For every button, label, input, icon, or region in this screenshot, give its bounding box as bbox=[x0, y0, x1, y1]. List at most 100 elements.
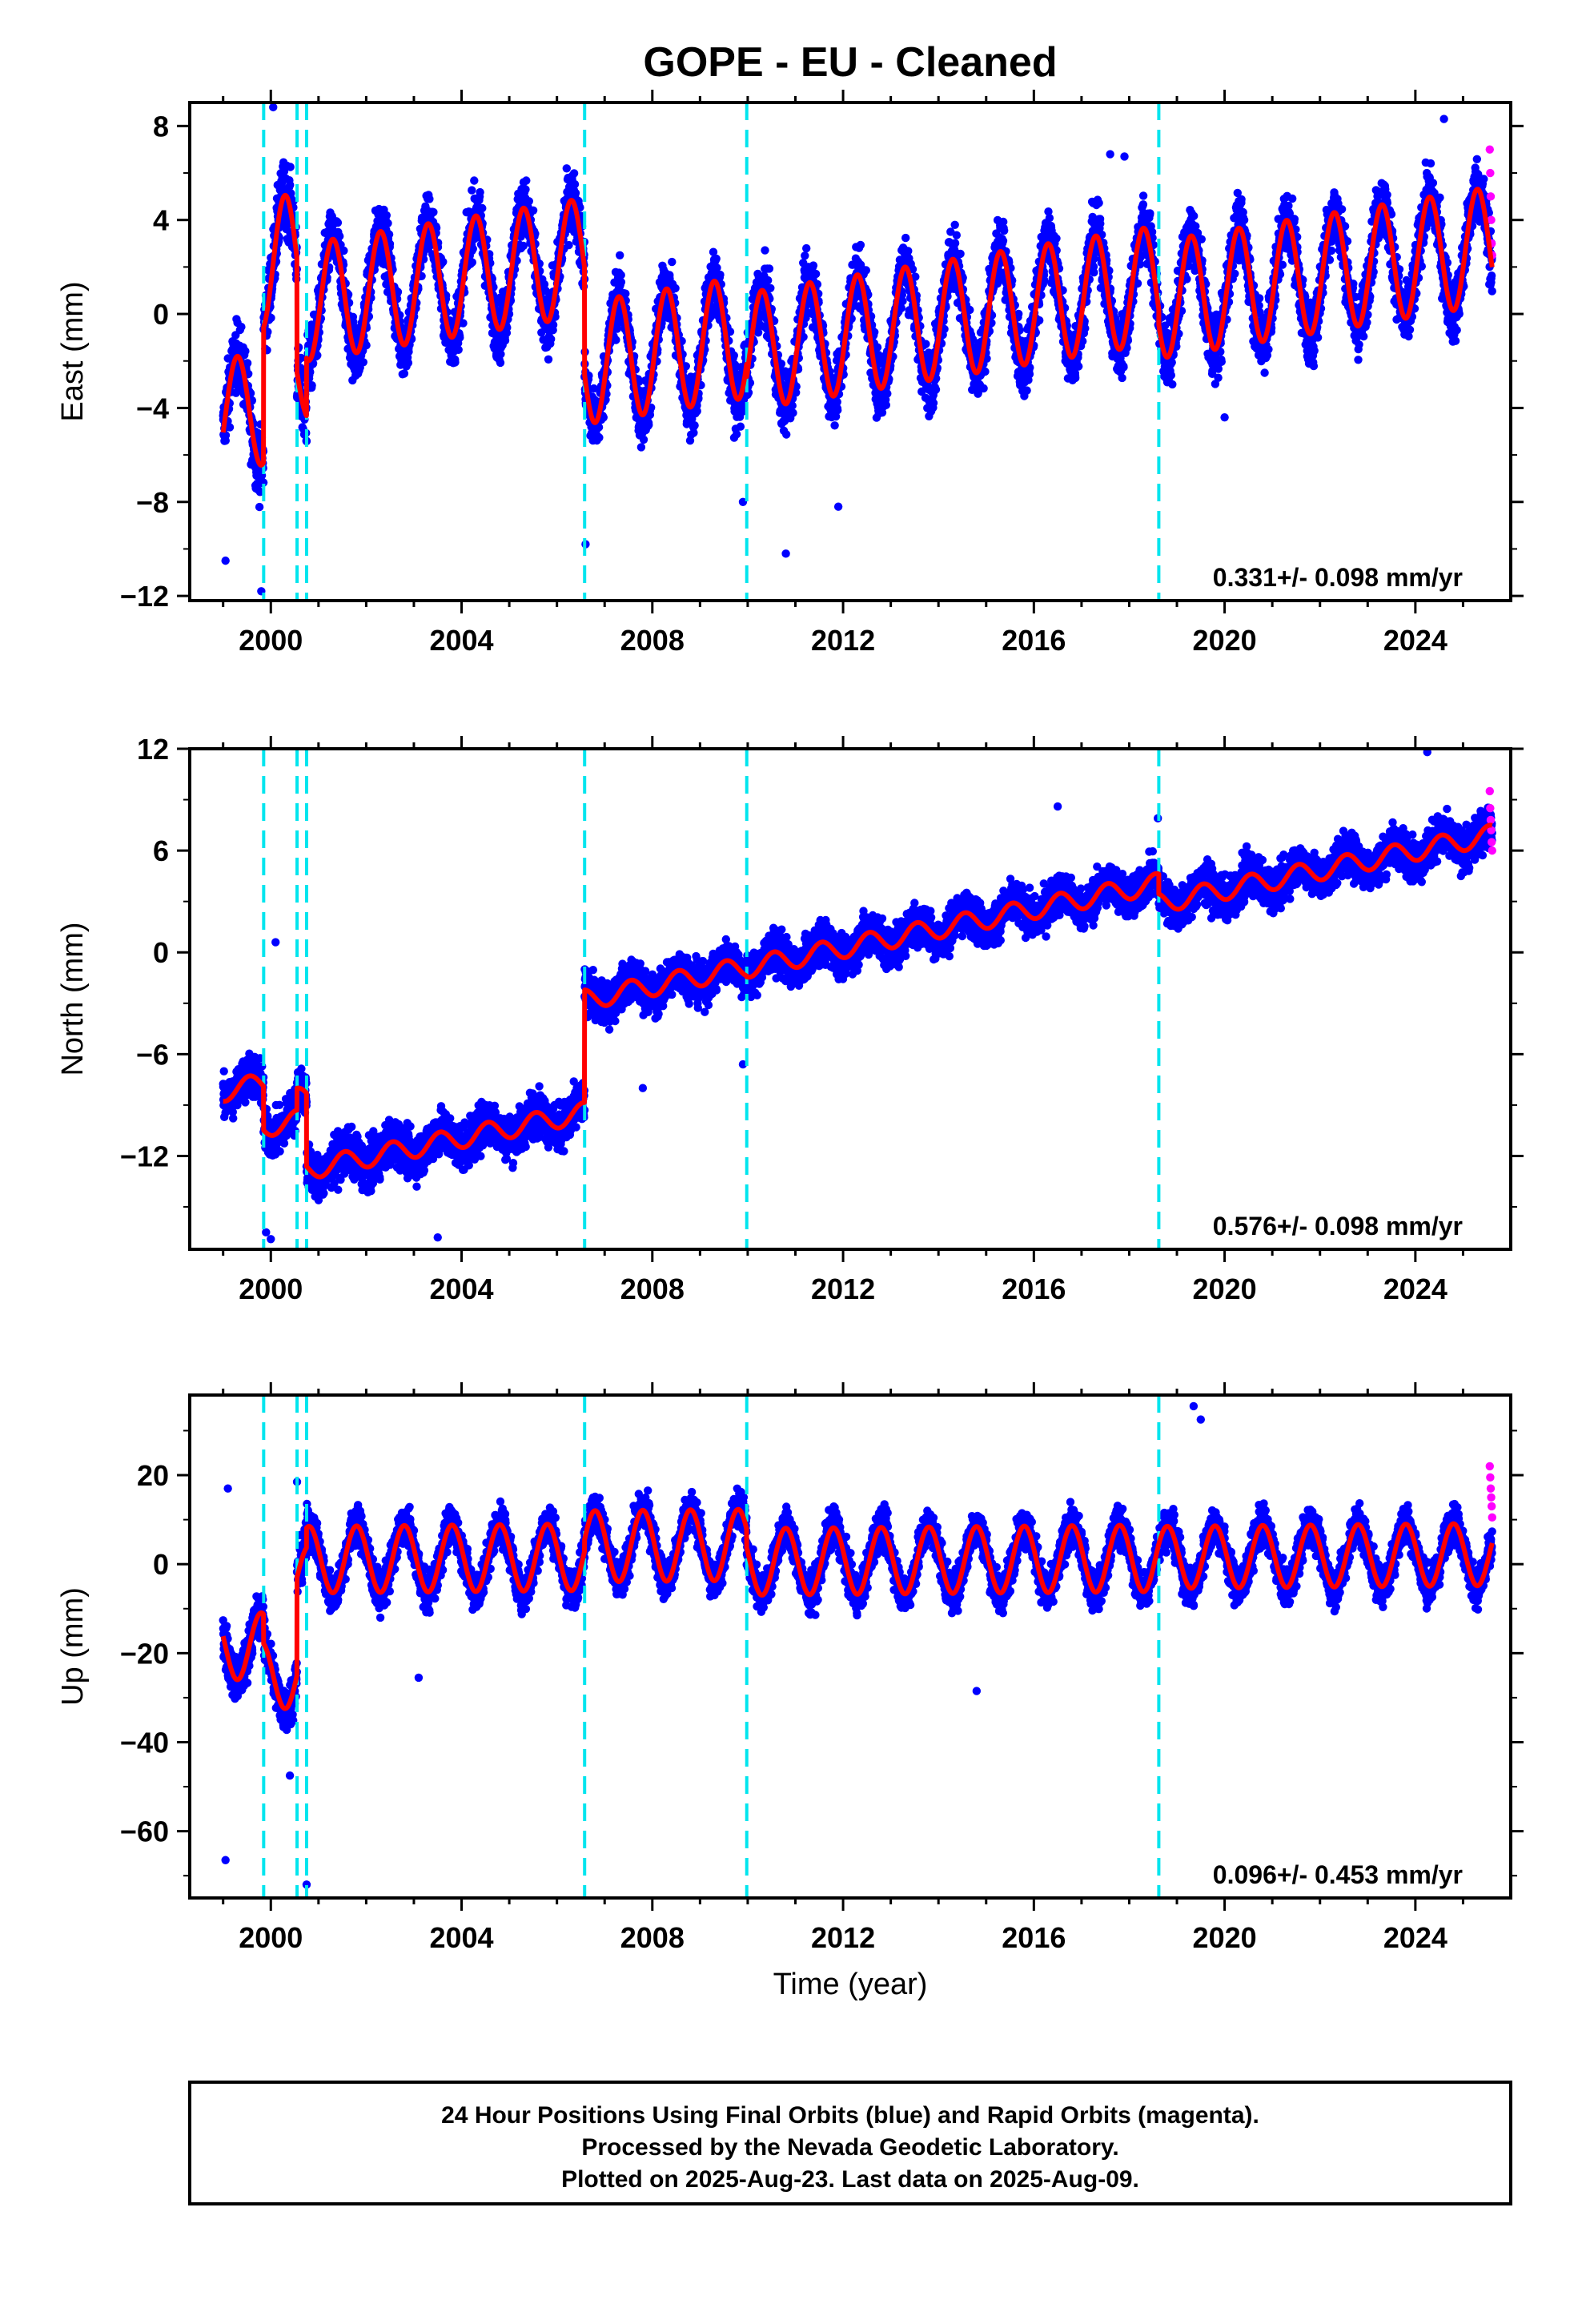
data-point bbox=[952, 231, 962, 239]
data-point bbox=[500, 336, 510, 345]
data-point bbox=[716, 270, 725, 279]
data-point bbox=[981, 367, 990, 376]
data-point bbox=[802, 243, 811, 253]
data-point bbox=[689, 428, 698, 437]
data-point bbox=[404, 358, 413, 368]
data-point bbox=[612, 324, 622, 333]
data-point bbox=[811, 269, 821, 279]
data-point bbox=[459, 319, 468, 328]
data-point bbox=[570, 179, 580, 189]
data-point bbox=[595, 433, 604, 442]
data-point bbox=[833, 406, 842, 415]
data-point bbox=[671, 283, 680, 293]
data-point bbox=[668, 257, 677, 267]
data-point bbox=[307, 381, 316, 390]
data-point bbox=[929, 399, 938, 408]
data-point bbox=[267, 313, 275, 323]
data-point bbox=[809, 261, 818, 270]
data-point bbox=[639, 435, 648, 444]
chart-title: GOPE - EU - Cleaned bbox=[643, 39, 1057, 86]
data-point bbox=[921, 340, 930, 348]
data-point bbox=[456, 333, 464, 342]
data-point bbox=[766, 283, 775, 292]
data-point bbox=[979, 384, 988, 393]
data-point bbox=[547, 335, 556, 344]
data-point bbox=[562, 164, 571, 173]
data-point bbox=[451, 358, 460, 367]
data-point bbox=[612, 336, 620, 344]
data-point bbox=[225, 423, 235, 432]
data-point bbox=[335, 231, 344, 241]
data-point bbox=[753, 328, 763, 337]
data-point bbox=[454, 345, 463, 354]
data-point bbox=[898, 296, 907, 306]
plot-area bbox=[219, 103, 1496, 601]
data-point bbox=[333, 218, 343, 227]
data-point bbox=[764, 275, 773, 285]
data-point bbox=[690, 421, 699, 430]
data-point bbox=[425, 195, 434, 203]
data-point bbox=[644, 420, 653, 429]
data-point bbox=[478, 203, 487, 213]
data-point bbox=[830, 421, 839, 430]
data-point bbox=[468, 186, 476, 195]
data-point bbox=[571, 188, 580, 198]
data-point bbox=[524, 197, 533, 206]
data-point bbox=[564, 240, 573, 250]
data-point bbox=[904, 247, 913, 255]
data-point bbox=[243, 359, 252, 368]
data-point bbox=[470, 176, 479, 185]
data-point bbox=[522, 176, 531, 185]
data-point bbox=[286, 163, 295, 171]
data-point bbox=[476, 187, 484, 197]
data-point bbox=[544, 355, 553, 364]
data-point bbox=[1022, 386, 1031, 395]
data-point bbox=[950, 239, 960, 247]
data-point bbox=[881, 400, 891, 409]
data-point bbox=[237, 323, 246, 332]
data-point bbox=[931, 385, 941, 394]
data-point bbox=[382, 211, 391, 220]
data-point bbox=[241, 347, 250, 356]
data-point bbox=[259, 478, 268, 487]
data-point bbox=[950, 220, 959, 229]
data-point bbox=[956, 249, 965, 259]
data-point bbox=[712, 254, 721, 263]
data-point bbox=[729, 351, 738, 360]
data-point bbox=[883, 389, 892, 398]
data-point bbox=[468, 258, 476, 267]
data-point bbox=[528, 206, 538, 215]
data-point bbox=[693, 407, 701, 416]
data-point bbox=[1045, 214, 1054, 223]
data-point bbox=[856, 240, 865, 250]
data-point bbox=[782, 430, 791, 439]
data-point bbox=[521, 185, 530, 194]
data-point bbox=[616, 278, 626, 287]
data-point bbox=[765, 264, 774, 273]
data-point bbox=[736, 422, 745, 431]
data-point bbox=[359, 358, 367, 367]
data-point bbox=[789, 408, 797, 417]
data-point bbox=[255, 502, 264, 512]
data-point bbox=[221, 431, 231, 440]
data-point bbox=[901, 233, 910, 243]
final-orbit-points bbox=[219, 103, 1496, 596]
data-point bbox=[286, 180, 295, 190]
data-point bbox=[496, 358, 505, 368]
data-point bbox=[636, 443, 646, 452]
data-point bbox=[998, 236, 1008, 245]
data-point bbox=[1000, 226, 1009, 235]
data-point bbox=[569, 169, 579, 178]
data-point bbox=[400, 369, 409, 378]
data-point bbox=[761, 246, 769, 255]
data-point bbox=[966, 305, 974, 315]
data-point bbox=[801, 251, 809, 260]
data-point bbox=[429, 207, 438, 217]
data-point bbox=[383, 219, 392, 227]
east-panel: 2000 2004 2008 2012 2016 2020 2024−12−8−4048Ea… bbox=[56, 90, 1524, 657]
data-point bbox=[616, 251, 624, 259]
data-point bbox=[861, 266, 871, 275]
data-point bbox=[873, 343, 882, 352]
data-point bbox=[732, 430, 741, 439]
